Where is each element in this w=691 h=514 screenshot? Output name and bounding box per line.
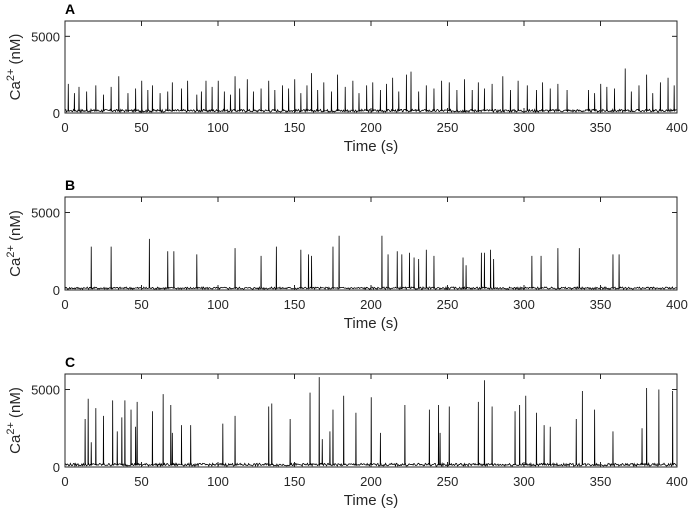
x-tick-label: 350 xyxy=(590,120,612,135)
x-tick-label: 350 xyxy=(590,474,612,489)
x-axis-label: Time (s) xyxy=(344,492,398,509)
x-axis-label: Time (s) xyxy=(344,315,398,332)
plot-frame xyxy=(64,196,678,291)
x-tick-label: 0 xyxy=(61,297,68,312)
y-axis-label: Ca2+ (nM) xyxy=(5,34,24,101)
x-tick-label: 150 xyxy=(284,120,306,135)
x-tick-label: 250 xyxy=(437,297,459,312)
x-axis-label: Time (s) xyxy=(344,138,398,155)
y-tick-label: 5000 xyxy=(31,206,60,221)
y-tick-label: 5000 xyxy=(31,29,60,44)
y-tick-label: 0 xyxy=(53,460,60,475)
x-tick-label: 150 xyxy=(284,297,306,312)
x-tick-label: 200 xyxy=(360,474,382,489)
calcium-trace xyxy=(64,68,678,114)
panel-label: C xyxy=(65,354,75,370)
x-tick-label: 100 xyxy=(207,120,229,135)
y-tick-label: 0 xyxy=(53,106,60,121)
y-axis-label: Ca2+ (nM) xyxy=(5,210,24,277)
y-tick-label: 5000 xyxy=(31,383,60,398)
panel-a: 0 50 100 150 200 250 300 350 400 0 5000 Time (s) Ca2… xyxy=(5,1,688,155)
plot-frame xyxy=(64,20,678,114)
x-tick-label: 250 xyxy=(437,120,459,135)
calcium-trace xyxy=(64,377,678,468)
x-tick-label: 150 xyxy=(284,474,306,489)
x-tick-label: 100 xyxy=(207,297,229,312)
x-tick-label: 300 xyxy=(513,297,535,312)
x-tick-label: 50 xyxy=(134,120,148,135)
x-tick-label: 300 xyxy=(513,120,535,135)
x-tick-label: 50 xyxy=(134,297,148,312)
y-axis-label: Ca2+ (nM) xyxy=(5,387,24,454)
x-tick-label: 300 xyxy=(513,474,535,489)
x-tick-label: 50 xyxy=(134,474,148,489)
panel-label: B xyxy=(65,177,75,193)
x-tick-label: 0 xyxy=(61,474,68,489)
panel-c: 0 50 100 150 200 250 300 350 400 0 5000 Time (s) Ca2… xyxy=(5,354,688,509)
x-tick-label: 0 xyxy=(61,120,68,135)
x-tick-label: 400 xyxy=(666,474,688,489)
panel-b: 0 50 100 150 200 250 300 350 400 0 5000 Time (s) Ca2… xyxy=(5,177,688,332)
y-tick-label: 0 xyxy=(53,283,60,298)
calcium-trace xyxy=(64,235,678,291)
x-tick-label: 400 xyxy=(666,297,688,312)
x-tick-label: 100 xyxy=(207,474,229,489)
x-tick-label: 200 xyxy=(360,297,382,312)
x-tick-label: 400 xyxy=(666,120,688,135)
panel-label: A xyxy=(65,1,75,17)
x-tick-label: 250 xyxy=(437,474,459,489)
x-tick-label: 200 xyxy=(360,120,382,135)
x-tick-label: 350 xyxy=(590,297,612,312)
